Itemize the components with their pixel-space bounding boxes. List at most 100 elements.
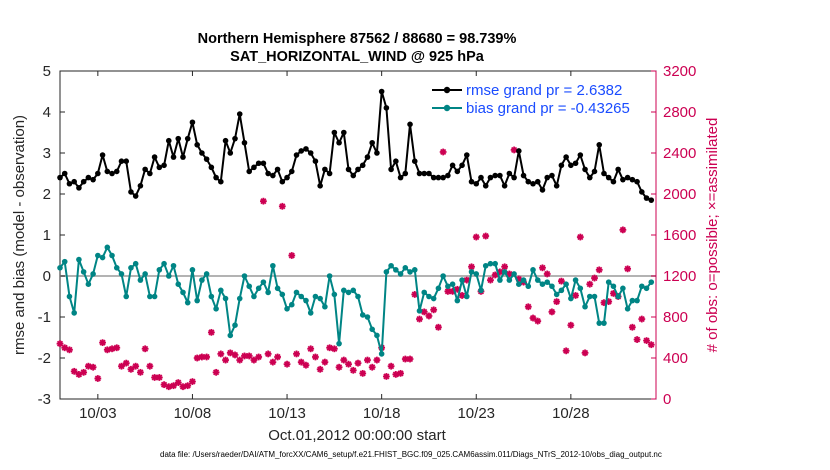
rmse-point — [213, 174, 219, 181]
rmse-point — [454, 168, 461, 175]
bias-point — [222, 295, 229, 302]
bias-point — [80, 269, 87, 275]
data-file-footer: data file: /Users/raeder/DAI/ATM_forcXX/… — [160, 450, 662, 459]
x-tick-label: 10/28 — [552, 405, 590, 422]
rmse-point — [402, 170, 409, 177]
obs-count-marker — [170, 382, 177, 390]
bias-point — [511, 271, 517, 277]
rmse-point — [374, 150, 380, 156]
y-axis-label-right: # of obs: o=possible; ×=assimilated — [704, 118, 721, 353]
rmse-point — [435, 174, 442, 181]
bias-point — [544, 279, 551, 285]
bias-point — [549, 283, 555, 290]
obs-count-marker — [302, 361, 310, 369]
obs-count-marker — [137, 368, 144, 376]
rmse-point — [265, 170, 271, 177]
bias-point — [165, 273, 172, 279]
bias-point — [307, 310, 314, 316]
bias-point — [241, 273, 248, 279]
obs-count-marker — [435, 323, 442, 331]
bias-point — [128, 265, 134, 271]
obs-count-marker — [340, 356, 348, 364]
rmse-point — [208, 164, 215, 171]
y-tick-label-right: 400 — [663, 350, 688, 367]
bias-point — [317, 295, 323, 302]
obs-count-marker — [255, 353, 263, 361]
bias-point — [643, 285, 650, 292]
bias-point — [137, 277, 144, 283]
chart-title-line2: SAT_HORIZONTAL_WIND @ 925 hPa — [230, 49, 485, 65]
obs-count-marker — [250, 356, 258, 364]
y-tick-label-left: 0 — [43, 268, 51, 285]
rmse-point — [99, 152, 106, 158]
rmse-point — [634, 178, 640, 185]
rmse-point — [350, 172, 357, 179]
rmse-point — [71, 178, 77, 185]
rmse-point — [615, 166, 621, 173]
y-tick-label-right: 2000 — [663, 186, 696, 203]
bias-point — [577, 285, 584, 292]
bias-point — [95, 252, 101, 259]
rmse-point — [175, 135, 182, 142]
bias-point — [435, 285, 442, 292]
bias-point — [426, 293, 432, 300]
obs-count-marker — [155, 374, 163, 381]
rmse-point — [147, 170, 153, 177]
y-tick-label-right: 1600 — [663, 227, 696, 244]
bias-point — [288, 301, 295, 308]
rmse-point — [241, 139, 248, 146]
obs-count-marker — [80, 368, 88, 376]
obs-count-marker — [397, 369, 404, 377]
bias-point — [331, 291, 338, 298]
rmse-point — [180, 154, 186, 160]
rmse-point — [80, 178, 87, 185]
rmse-point — [601, 170, 607, 177]
bias-point — [350, 287, 357, 294]
bias-point — [516, 281, 522, 288]
bias-point — [605, 279, 612, 285]
legend-rmse-label: rmse grand pr = 2.6382 — [466, 82, 622, 99]
rmse-point — [199, 150, 205, 156]
rmse-point — [582, 166, 588, 173]
rmse-point — [251, 164, 257, 171]
y-tick-label-right: 0 — [663, 391, 671, 408]
bias-point — [492, 260, 498, 267]
x-axis-label: Oct.01,2012 00:00:00 start — [268, 427, 446, 444]
bias-point — [189, 267, 196, 273]
y-tick-label-left: 2 — [43, 186, 51, 203]
rmse-point — [620, 176, 626, 183]
rmse-point — [544, 174, 551, 181]
bias-point — [416, 308, 423, 314]
rmse-point — [445, 172, 451, 179]
obs-count-marker — [288, 252, 296, 259]
bias-point — [355, 293, 361, 300]
rmse-point — [298, 148, 305, 154]
obs-count-marker — [591, 274, 598, 282]
rmse-point — [440, 174, 446, 181]
bias-point — [591, 293, 598, 300]
obs-count-marker — [217, 350, 225, 358]
bias-point — [454, 297, 461, 304]
bias-point — [293, 289, 300, 296]
rmse-point — [218, 178, 224, 185]
obs-count-marker — [118, 362, 125, 370]
bias-point — [407, 269, 413, 275]
obs-count-marker — [543, 270, 551, 278]
bias-point — [411, 267, 418, 273]
obs-count-marker — [278, 202, 286, 210]
bias-point — [586, 293, 593, 300]
obs-count-marker — [643, 337, 650, 344]
obs-count-marker — [373, 356, 381, 364]
bias-point — [255, 285, 262, 292]
bias-point — [468, 269, 475, 275]
bias-point — [487, 260, 494, 267]
obs-count-marker — [567, 321, 575, 329]
rmse-point — [643, 195, 650, 201]
rmse-point — [501, 183, 508, 189]
rmse-point — [184, 135, 191, 142]
rmse-point — [170, 154, 177, 160]
rmse-point — [610, 178, 617, 185]
obs-count-marker — [387, 362, 395, 370]
bias-point — [601, 320, 607, 326]
bias-point — [639, 283, 645, 290]
